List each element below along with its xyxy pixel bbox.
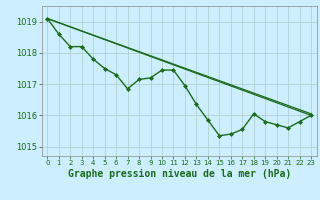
X-axis label: Graphe pression niveau de la mer (hPa): Graphe pression niveau de la mer (hPa): [68, 169, 291, 179]
